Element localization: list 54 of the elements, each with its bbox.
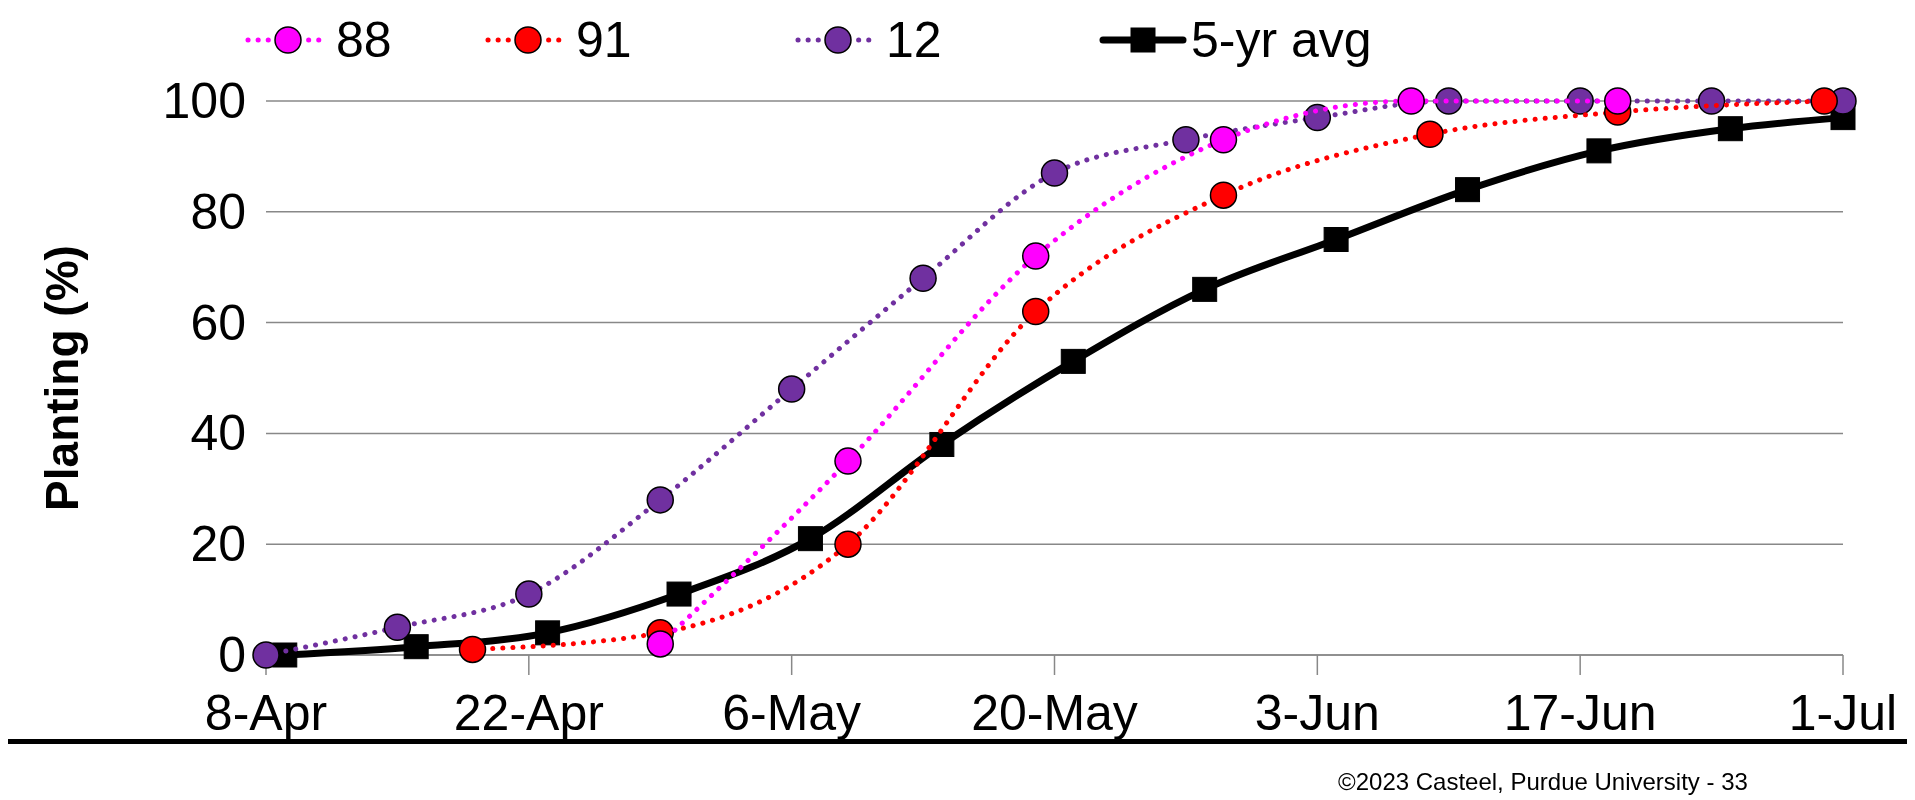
y-tick-label: 60 <box>190 294 246 351</box>
point <box>1697 87 1726 115</box>
legend-label: 5-yr avg <box>1191 12 1372 68</box>
x-tick-label: 20-May <box>971 685 1138 741</box>
point <box>834 447 862 475</box>
point <box>1172 126 1200 154</box>
point <box>909 264 937 293</box>
legend-label: 91 <box>576 12 632 68</box>
x-tick-label: 3-Jun <box>1254 685 1380 741</box>
point <box>834 530 862 558</box>
point <box>458 635 487 664</box>
point <box>1435 87 1463 115</box>
point <box>1810 87 1838 115</box>
y-tick-label: 80 <box>190 183 246 240</box>
point <box>1209 126 1238 154</box>
point <box>1209 181 1238 209</box>
point <box>515 580 543 608</box>
text: ©2023 Casteel, Purdue University - 33 <box>1338 768 1748 795</box>
point <box>1416 120 1444 148</box>
point <box>403 634 429 660</box>
point <box>1192 276 1218 302</box>
point <box>1586 138 1612 164</box>
point <box>535 620 561 646</box>
y-tick-label: 0 <box>218 627 246 683</box>
point <box>1323 227 1349 252</box>
point <box>929 431 955 457</box>
point <box>666 581 692 607</box>
legend-label: 12 <box>886 12 942 68</box>
x-tick-label: 8-Apr <box>204 685 328 741</box>
x-tick-label: 6-May <box>722 685 862 741</box>
x-tick-label: 17-Jun <box>1503 685 1657 741</box>
y-tick-label: 100 <box>162 73 246 129</box>
x-tick-label: 1-Jul <box>1788 685 1898 741</box>
point <box>1021 242 1050 270</box>
point <box>646 486 674 514</box>
point <box>1021 297 1050 326</box>
point <box>1717 116 1743 142</box>
y-tick-label: 40 <box>190 405 246 462</box>
point <box>777 375 806 403</box>
point <box>1603 87 1632 115</box>
point <box>1303 103 1332 132</box>
point <box>1397 87 1425 115</box>
point <box>383 613 412 642</box>
x-tick-label: 22-Apr <box>453 685 604 741</box>
point <box>646 630 674 658</box>
y-axis-title: Planting (%) <box>36 245 88 511</box>
point <box>1455 177 1481 203</box>
legend-label: 88 <box>336 12 392 68</box>
point <box>1060 348 1086 374</box>
y-tick-label: 20 <box>190 516 246 573</box>
point <box>1566 87 1594 115</box>
point <box>252 641 280 669</box>
point <box>797 526 823 552</box>
point <box>1040 159 1069 187</box>
